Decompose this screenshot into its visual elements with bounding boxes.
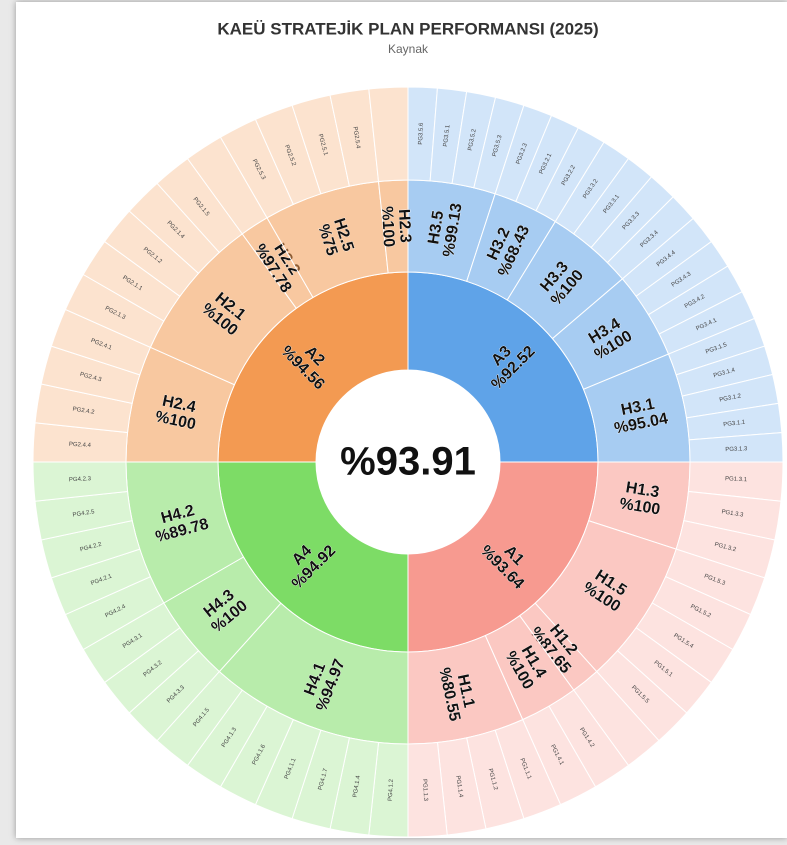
segment-label: PG3.5.6: [418, 122, 425, 145]
segment-label: PG2.4.3: [79, 372, 102, 384]
label-line: PG3.1.3: [725, 446, 748, 453]
label-line: PG2.5.1: [317, 133, 329, 156]
label-line: PG3.5.6: [418, 122, 425, 145]
segment-label: PG3.1.4: [713, 367, 736, 379]
label-line: PG1.1.4: [454, 775, 463, 798]
label-line: PG3.1.2: [719, 393, 742, 403]
label-line: PG1.1.3: [421, 779, 428, 802]
label-line: PG4.2.2: [79, 542, 102, 554]
label-line: PG2.5.4: [351, 126, 360, 149]
label-line: PG4.2.3: [69, 476, 92, 483]
segment-label: PG3.5.1: [443, 124, 452, 147]
segment-label: PG2.4.4: [69, 442, 92, 449]
label-line: H3.1: [620, 396, 657, 419]
segment-label: PG1.3.2: [714, 542, 737, 554]
segment-label: PG3.5.3: [492, 134, 504, 157]
segment-label: H2.3%100: [378, 206, 414, 248]
label-line: H3.5: [425, 209, 447, 245]
segment-label: PG2.4.2: [72, 406, 95, 415]
label-line: PG3.5.3: [492, 134, 504, 157]
segment-label: PG3.1.2: [719, 393, 742, 403]
segment-label: PG1.1.4: [454, 775, 463, 798]
segment-label: PG3.1.1: [723, 420, 746, 429]
segment-label: PG3.5.2: [468, 128, 478, 151]
label-line: PG3.5.1: [443, 124, 452, 147]
label-line: H2.3: [395, 209, 414, 244]
label-line: PG4.2.5: [72, 509, 95, 518]
segment-label: H3.1%95.04: [612, 395, 669, 437]
segment-label: PG4.2.5: [72, 509, 95, 518]
center-value: %93.91: [340, 440, 476, 484]
label-line: PG4.1.7: [318, 767, 330, 790]
segment-label: PG3.1.3: [725, 446, 748, 453]
segment-label: PG4.2.2: [79, 542, 102, 554]
segment-label: PG2.5.4: [351, 126, 360, 149]
label-line: PG4.1.4: [352, 775, 361, 798]
segment-label: PG4.1.2: [388, 778, 395, 801]
label-line: %100: [618, 495, 661, 518]
label-line: PG1.1.2: [487, 768, 499, 791]
ring3-segment: [368, 86, 409, 183]
segment-label: PG4.2.3: [69, 476, 92, 483]
segment-label: PG1.1.3: [421, 779, 428, 802]
segment-label: PG1.3.3: [721, 509, 744, 518]
segment-label: PG1.3.1: [725, 476, 748, 483]
label-line: PG3.5.2: [468, 128, 478, 151]
chart-title: KAEÜ STRATEJİK PLAN PERFORMANSI (2025): [217, 19, 598, 38]
segment-label: PG4.1.4: [352, 775, 361, 798]
label-line: PG1.3.1: [725, 476, 748, 483]
label-line: PG2.4.2: [72, 406, 95, 415]
label-line: PG3.1.4: [713, 367, 736, 379]
segment-label: PG2.5.1: [317, 133, 329, 156]
label-line: PG3.1.1: [723, 420, 746, 429]
label-line: PG2.4.3: [79, 372, 102, 384]
center-circle: [316, 370, 500, 554]
label-line: H1.3: [624, 479, 660, 501]
chart-subtitle: Kaynak: [388, 42, 429, 56]
label-line: PG1.3.3: [721, 509, 744, 518]
label-line: PG2.4.4: [69, 442, 92, 449]
segment-label: H1.3%100: [618, 479, 662, 519]
label-line: PG1.3.2: [714, 542, 737, 554]
segment-label: PG4.1.7: [318, 767, 330, 790]
segment-label: PG1.1.2: [487, 768, 499, 791]
label-line: %100: [378, 206, 397, 248]
label-line: PG4.1.2: [388, 778, 395, 801]
segment-label: H3.4%100: [586, 315, 636, 364]
